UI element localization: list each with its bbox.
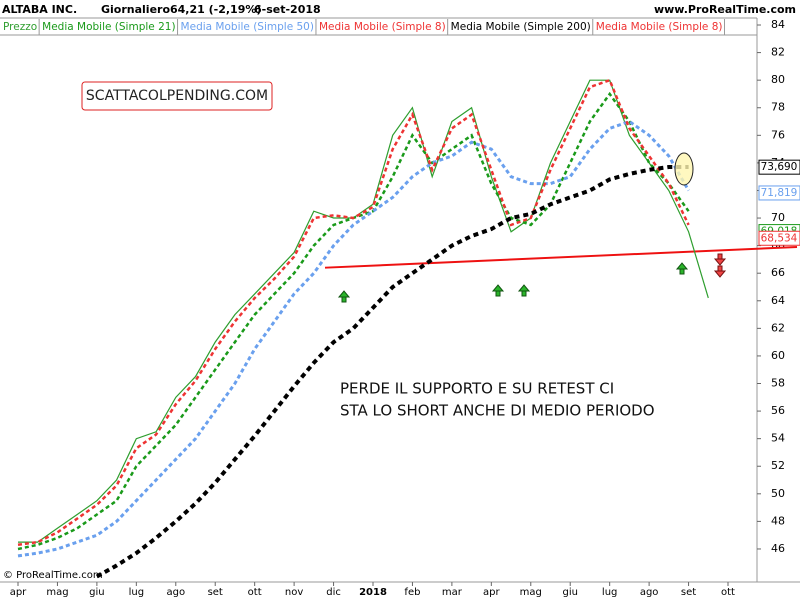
y-tick-label: 62 [771, 321, 785, 334]
watermark-box [81, 81, 273, 111]
watermark: SCATTACOLPENDING.COM [86, 88, 268, 104]
up-arrow [337, 290, 351, 303]
copyright: © ProRealTime.com [3, 570, 103, 581]
x-tick-label: giu [562, 587, 577, 598]
legend-entry: Prezzo [3, 21, 37, 33]
last-value-label: 73,690 [761, 161, 798, 173]
y-tick-label: 76 [771, 128, 785, 141]
x-tick-label: set [681, 587, 696, 598]
up-arrow [517, 284, 531, 297]
legend-entry: Media Mobile (Simple 8) [596, 21, 723, 33]
arrows [337, 253, 727, 303]
y-tick-label: 54 [771, 432, 785, 445]
x-tick-label: 2018 [359, 587, 387, 598]
y-tick-label: 80 [771, 73, 785, 86]
legend-entry: Media Mobile (Simple 8) [319, 21, 446, 33]
y-tick-label: 52 [771, 459, 785, 472]
up-arrow [491, 284, 505, 297]
x-tick-label: mag [46, 587, 68, 598]
x-tick-label: apr [483, 587, 500, 598]
y-tick-label: 84 [771, 18, 785, 31]
y-tick-label: 78 [771, 101, 785, 114]
symbol: ALTABA INC. [2, 3, 77, 16]
x-tick-label: ago [166, 587, 185, 598]
legend-entry: Media Mobile (Simple 50) [181, 21, 314, 33]
site: www.ProRealTime.com [654, 3, 796, 16]
x-tick-label: dic [326, 587, 341, 598]
series-line [17, 78, 690, 547]
y-tick-label: 82 [771, 46, 785, 59]
y-tick-label: 64 [771, 294, 785, 307]
x-tick-label: mar [442, 587, 463, 598]
last-value-box [758, 185, 800, 201]
y-tick-label: 70 [771, 211, 785, 224]
x-tick-label: apr [10, 587, 27, 598]
x-tick-label: lug [129, 587, 144, 598]
down-arrow [713, 253, 727, 266]
y-tick-label: 48 [771, 514, 785, 527]
x-tick-label: ott [721, 587, 735, 598]
series-line [17, 119, 690, 558]
legend-entry: Media Mobile (Simple 21) [42, 21, 175, 33]
legend-entry: Media Mobile (Simple 200) [451, 21, 591, 33]
x-tick-label: giu [89, 587, 104, 598]
x-tick-label: nov [285, 587, 303, 598]
quote: 64,21 (-2,19%) [170, 3, 261, 16]
support-line [324, 246, 798, 269]
down-arrow [713, 265, 727, 278]
series-line [95, 165, 689, 579]
last-value-box [758, 159, 800, 175]
last-value-label: 71,819 [761, 187, 798, 199]
period: Giornaliero [101, 3, 170, 16]
y-tick-label: 66 [771, 266, 785, 279]
x-tick-label: ott [248, 587, 262, 598]
x-tick-label: feb [404, 587, 420, 598]
up-arrow [675, 262, 689, 275]
comment: PERDE IL SUPPORTO E SU RETEST CI [340, 380, 614, 398]
comment: STA LO SHORT ANCHE DI MEDIO PERIODO [340, 402, 655, 420]
highlight [674, 152, 694, 186]
y-tick-label: 60 [771, 349, 785, 362]
header-bar [0, 0, 800, 18]
y-tick-label: 56 [771, 404, 785, 417]
x-tick-label: set [208, 587, 223, 598]
last-value-box [758, 230, 800, 246]
y-tick-label: 46 [771, 542, 785, 555]
date: 6-set-2018 [254, 3, 321, 16]
last-value-label: 68,534 [761, 232, 798, 244]
plot: 4648505254565860626466687072747678808284… [0, 18, 800, 598]
x-tick-label: ago [640, 587, 659, 598]
x-tick-label: lug [602, 587, 617, 598]
x-tick-label: mag [520, 587, 542, 598]
y-tick-label: 58 [771, 377, 785, 390]
y-tick-label: 50 [771, 487, 785, 500]
